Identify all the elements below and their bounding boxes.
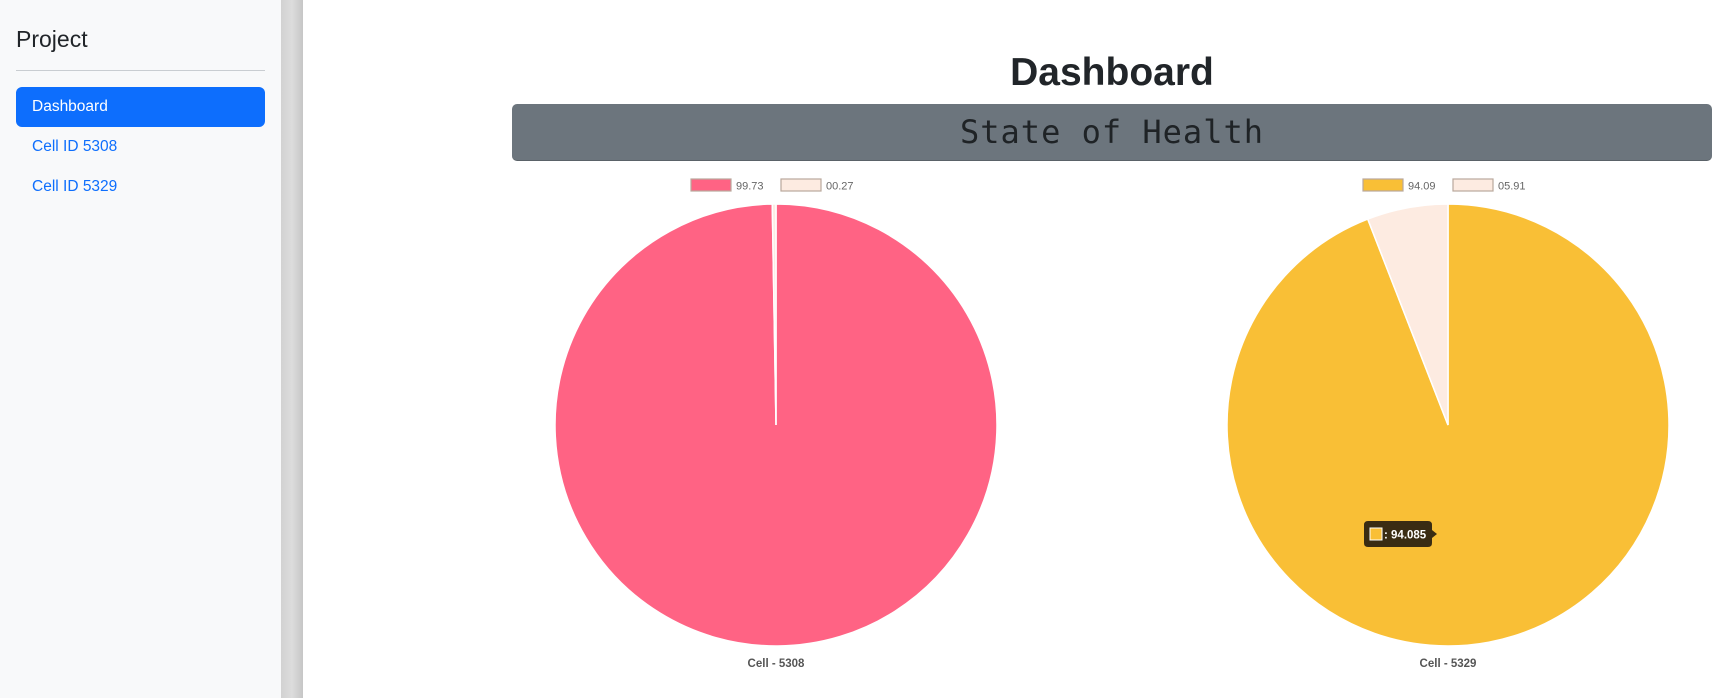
chart-tooltip: : 94.085 (1364, 521, 1437, 547)
legend-item[interactable]: 99.73 (690, 178, 764, 193)
legend-label: 99.73 (736, 181, 764, 193)
brand-title: Project (16, 26, 88, 52)
tooltip-label: : 94.085 (1384, 530, 1427, 542)
tooltip-swatch (1369, 527, 1383, 541)
pie-svg: 94.09 05.91 Cell - 5329 : 94.085 (1226, 178, 1670, 670)
pie-chart-cell-5308[interactable]: 99.73 00.27 Cell - 5308 (526, 170, 1026, 680)
legend-swatch (690, 178, 732, 192)
sidebar: Project Dashboard Cell ID 5308 Cell ID 5… (0, 0, 281, 698)
pie-chart-cell-5329[interactable]: 94.09 05.91 Cell - 5329 : 94.085 (1198, 170, 1698, 680)
sidebar-resize-handle[interactable] (281, 0, 303, 698)
banner-title: State of Health (960, 113, 1264, 151)
legend-label: 00.27 (826, 181, 854, 193)
sidebar-item-cell-5308[interactable]: Cell ID 5308 (32, 138, 118, 155)
chart-caption: Cell - 5308 (748, 658, 805, 670)
page-title: Dashboard (1010, 51, 1214, 94)
legend-swatch (1362, 178, 1404, 192)
legend-swatch (1452, 178, 1494, 192)
legend-item[interactable]: 05.91 (1452, 178, 1526, 193)
pie-slice[interactable] (1366, 203, 1449, 426)
legend-label: 94.09 (1408, 181, 1436, 193)
sidebar-item-dashboard[interactable]: Dashboard (16, 87, 265, 127)
legend-item[interactable]: 00.27 (780, 178, 854, 193)
pie-svg: 99.73 00.27 Cell - 5308 (554, 178, 998, 670)
legend-label: 05.91 (1498, 181, 1526, 193)
section-banner: State of Health (512, 104, 1712, 161)
pie-slice[interactable] (771, 203, 777, 426)
sidebar-item-cell-5329[interactable]: Cell ID 5329 (32, 178, 118, 195)
chart-caption: Cell - 5329 (1420, 658, 1477, 670)
legend-item[interactable]: 94.09 (1362, 178, 1436, 193)
sidebar-divider (16, 70, 265, 71)
legend-swatch (780, 178, 822, 192)
